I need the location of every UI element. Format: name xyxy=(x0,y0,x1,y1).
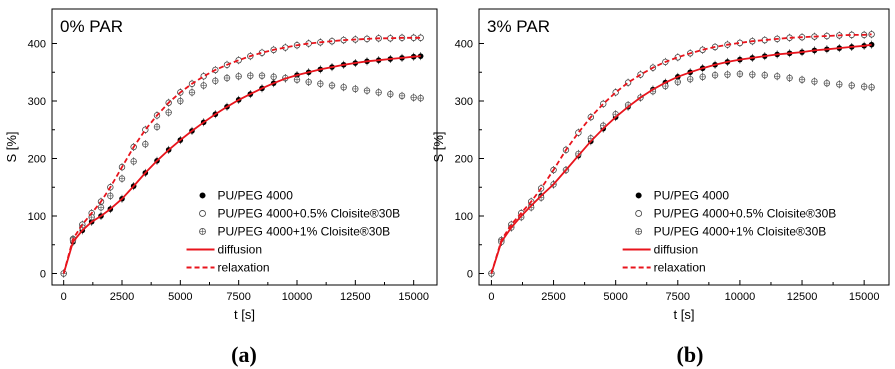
y-tick-label: 400 xyxy=(455,39,473,51)
x-tick-label: 10000 xyxy=(282,291,313,303)
chart-title: 3% PAR xyxy=(487,17,550,36)
y-tick-label: 300 xyxy=(28,96,46,108)
legend-label: relaxation xyxy=(654,260,706,274)
data-point xyxy=(868,41,875,48)
plot-frame xyxy=(51,8,438,286)
x-tick-label: 15000 xyxy=(398,291,429,303)
y-tick-label: 100 xyxy=(28,211,46,223)
legend-label: PU/PEG 4000+0.5% Cloisite®30B xyxy=(218,206,401,220)
y-tick-label: 300 xyxy=(455,96,473,108)
legend-marker xyxy=(199,192,206,199)
y-axis-label: S [%] xyxy=(4,131,19,162)
series-line-diffusion xyxy=(62,55,421,274)
chart-panel-b: 0 2500 5000 7500 10000 12500 15000 0 100 200 300 40… xyxy=(431,8,890,367)
x-axis-label: t [s] xyxy=(234,307,255,322)
x-tick-label: 10000 xyxy=(725,291,756,303)
x-tick-label: 7500 xyxy=(666,291,690,303)
y-tick-label: 0 xyxy=(467,269,473,281)
legend-label: PU/PEG 4000+1% Cloisite®30B xyxy=(218,224,391,238)
x-tick-label: 2500 xyxy=(110,291,134,303)
x-axis-label: t [s] xyxy=(674,307,695,322)
panel-caption: (b) xyxy=(677,342,704,367)
legend-label: PU/PEG 4000+1% Cloisite®30B xyxy=(654,224,827,238)
x-tick-label: 5000 xyxy=(168,291,192,303)
chart-title: 0% PAR xyxy=(60,17,123,36)
y-tick-label: 400 xyxy=(28,39,46,51)
legend-label: diffusion xyxy=(654,242,698,256)
y-tick-label: 100 xyxy=(455,211,473,223)
legend-label: diffusion xyxy=(218,242,262,256)
panel-caption: (a) xyxy=(231,342,257,367)
x-tick-label: 5000 xyxy=(603,291,627,303)
x-tick-label: 7500 xyxy=(226,291,250,303)
legend-label: relaxation xyxy=(218,260,270,274)
x-tick-label: 2500 xyxy=(541,291,565,303)
series-line-relaxation xyxy=(490,33,872,274)
y-tick-label: 200 xyxy=(28,154,46,166)
legend-marker xyxy=(635,210,643,217)
x-tick-label: 12500 xyxy=(340,291,371,303)
series-line-diffusion xyxy=(490,43,872,274)
legend-label: PU/PEG 4000+0.5% Cloisite®30B xyxy=(654,206,837,220)
x-tick-label: 12500 xyxy=(787,291,818,303)
legend-marker xyxy=(199,210,206,217)
series-line-relaxation xyxy=(62,36,421,274)
x-tick-label: 15000 xyxy=(849,291,880,303)
y-axis-label: S [%] xyxy=(431,131,446,162)
y-tick-label: 0 xyxy=(40,269,46,281)
legend-label: PU/PEG 4000 xyxy=(654,188,730,202)
x-tick-label: 0 xyxy=(488,291,494,303)
y-tick-label: 200 xyxy=(455,154,473,166)
chart-panel-a: 0 2500 5000 7500 10000 12500 15000 0 100 200 300 40… xyxy=(4,8,438,367)
data-point xyxy=(868,31,875,38)
plot-frame xyxy=(478,8,890,286)
legend-label: PU/PEG 4000 xyxy=(218,188,294,202)
legend-marker xyxy=(635,192,642,199)
x-tick-label: 0 xyxy=(61,291,67,303)
